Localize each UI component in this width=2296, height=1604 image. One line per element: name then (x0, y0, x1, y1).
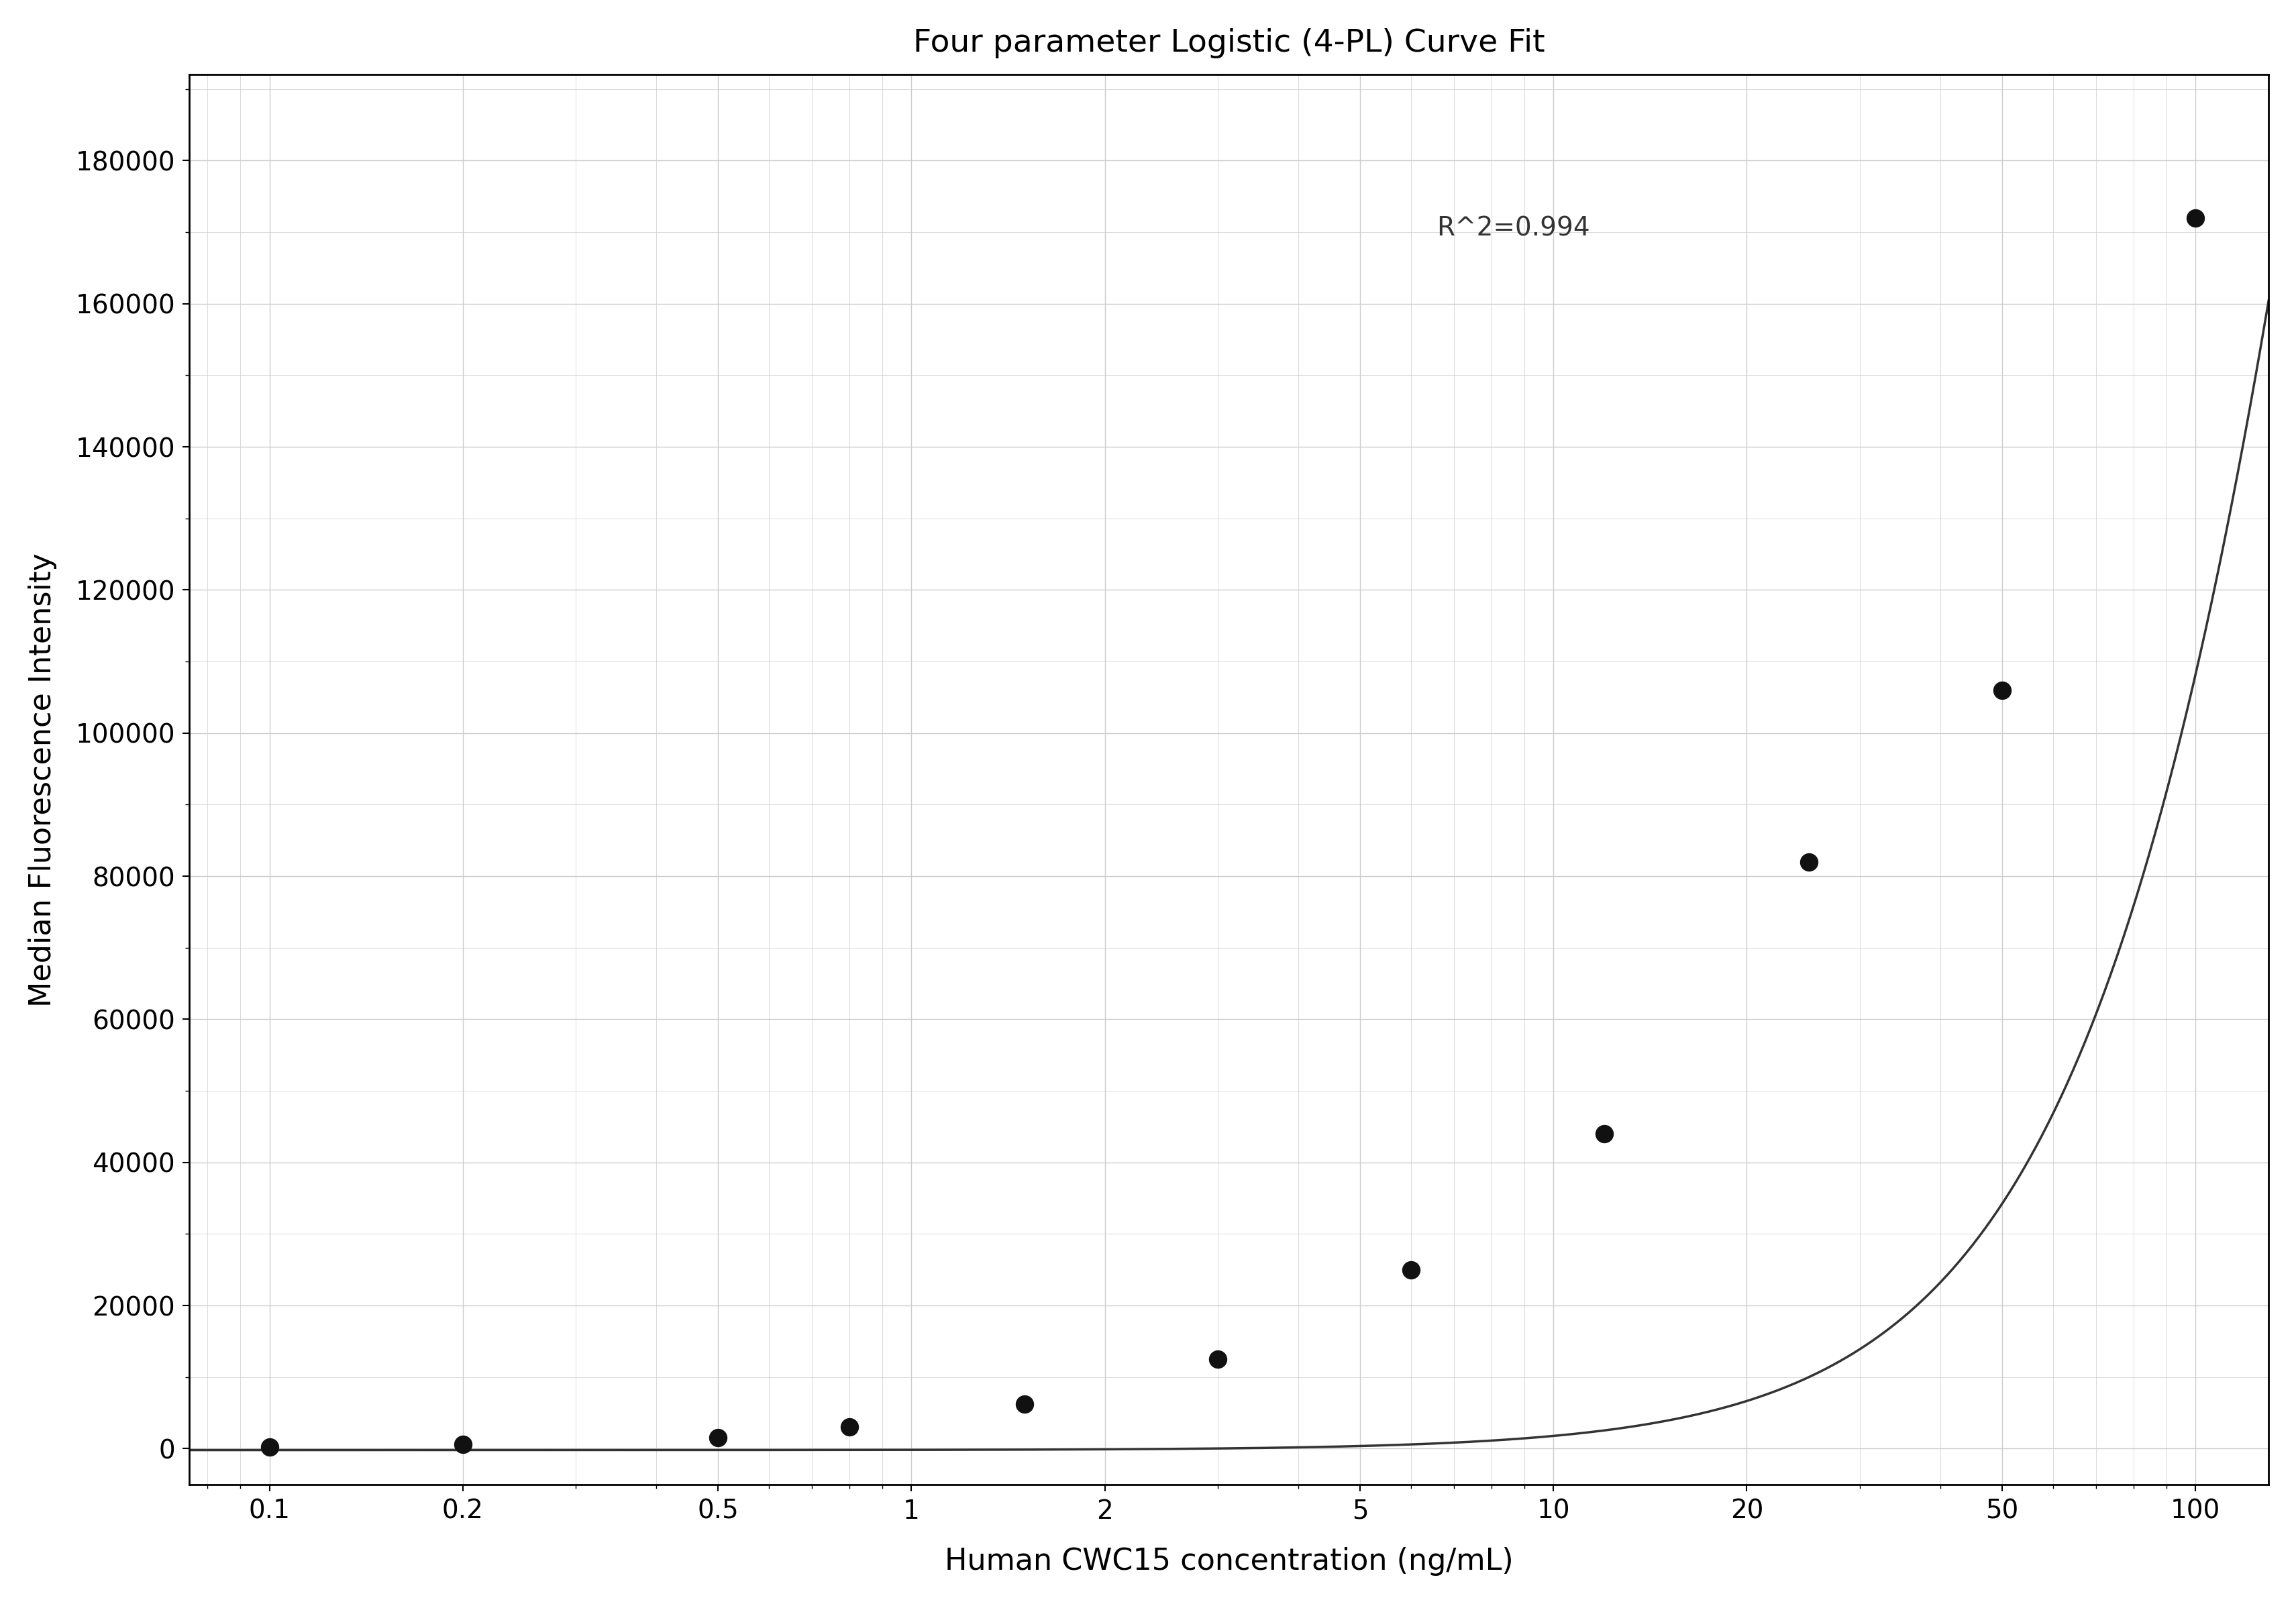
Point (1984, 677, 2020, 703)
Point (1791, 849, 1828, 874)
X-axis label: Human CWC15 concentration (ng/mL): Human CWC15 concentration (ng/mL) (944, 1548, 1513, 1577)
Point (700, 1424, 737, 1450)
Point (1391, 1258, 1428, 1283)
Text: R^2=0.994: R^2=0.994 (1437, 215, 1589, 241)
Title: Four parameter Logistic (4-PL) Curve Fit: Four parameter Logistic (4-PL) Curve Fit (914, 27, 1545, 58)
Point (1199, 1346, 1235, 1371)
Point (831, 1415, 868, 1440)
Y-axis label: Median Fluorescence Intensity: Median Fluorescence Intensity (28, 552, 57, 1007)
Point (250, 1434, 287, 1460)
Point (443, 1431, 480, 1456)
Point (1006, 1391, 1042, 1416)
Point (1587, 1121, 1623, 1147)
Point (2177, 205, 2213, 231)
